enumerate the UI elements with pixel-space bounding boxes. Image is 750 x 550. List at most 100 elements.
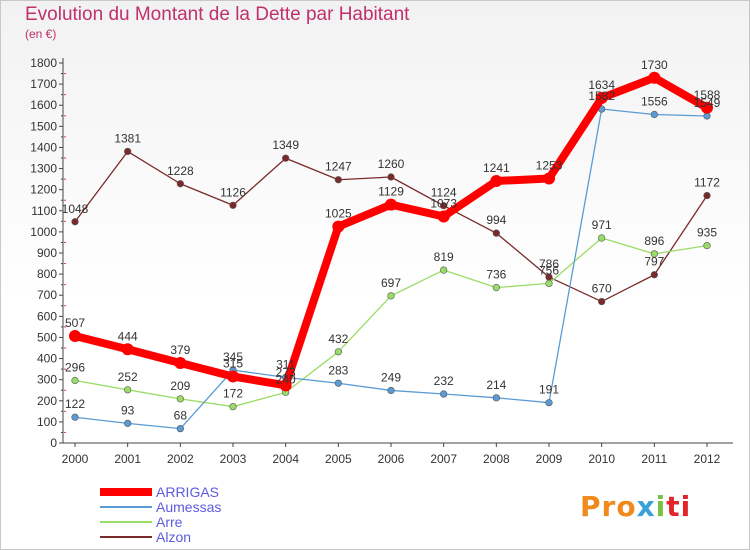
- data-point: [650, 250, 658, 258]
- data-label: 1247: [325, 160, 352, 174]
- data-point: [124, 419, 132, 427]
- data-point: [650, 110, 658, 119]
- data-point: [387, 386, 395, 395]
- data-point: [334, 348, 342, 356]
- y-tick-label: 1100: [31, 204, 57, 218]
- y-tick-label: 700: [37, 288, 57, 302]
- data-point: [595, 92, 608, 105]
- x-tick-label: 2004: [272, 452, 299, 466]
- data-point: [176, 425, 184, 433]
- data-point: [332, 220, 345, 233]
- data-point: [598, 234, 606, 242]
- legend-label: Arre: [156, 514, 183, 530]
- data-label: 172: [223, 387, 243, 401]
- data-point: [71, 413, 79, 421]
- data-label: 1582: [588, 89, 615, 103]
- data-point: [387, 173, 395, 181]
- data-point: [650, 271, 658, 279]
- data-point: [545, 399, 553, 407]
- data-label: 935: [697, 226, 717, 240]
- data-point: [124, 147, 132, 156]
- data-label: 1381: [114, 131, 141, 145]
- data-label: 209: [170, 379, 190, 393]
- x-tick-label: 2001: [114, 452, 141, 466]
- data-label: 1260: [378, 157, 405, 171]
- data-point: [385, 198, 397, 211]
- y-tick-label: 200: [37, 394, 57, 408]
- data-point: [701, 101, 713, 114]
- x-tick-label: 2006: [378, 452, 405, 466]
- series-line: [71, 73, 711, 390]
- data-point: [703, 191, 711, 200]
- data-label: 1129: [378, 185, 404, 199]
- y-tick-label: 1300: [30, 162, 57, 176]
- legend-label: Alzon: [156, 529, 191, 545]
- data-point: [703, 242, 711, 250]
- data-point: [492, 394, 500, 402]
- data-point: [71, 218, 79, 226]
- chart-title: Evolution du Montant de la Dette par Hab…: [25, 4, 410, 25]
- data-label: 191: [539, 383, 559, 397]
- data-label: 896: [644, 234, 664, 248]
- data-label: 432: [328, 332, 348, 346]
- data-label: 697: [381, 276, 401, 290]
- x-tick-label: 2000: [62, 452, 89, 466]
- data-point: [71, 376, 79, 385]
- data-label: 994: [486, 213, 506, 227]
- logo-part: Pro: [580, 490, 637, 523]
- x-tick-label: 2005: [325, 452, 352, 466]
- data-point: [440, 390, 448, 398]
- y-tick-label: 1800: [30, 56, 57, 70]
- data-label: 971: [592, 218, 612, 232]
- data-label: 249: [381, 370, 401, 384]
- data-point: [334, 176, 342, 184]
- y-tick-label: 800: [37, 267, 57, 281]
- data-label: 670: [592, 282, 612, 296]
- data-label: 273: [276, 365, 296, 379]
- data-point: [282, 154, 290, 162]
- data-point: [229, 403, 237, 411]
- data-label: 1048: [62, 202, 89, 216]
- data-label: 819: [434, 250, 454, 264]
- y-tick-label: 0: [50, 436, 57, 450]
- data-point: [492, 284, 500, 292]
- y-tick-label: 1600: [30, 98, 57, 112]
- data-label: 736: [486, 268, 506, 282]
- data-point: [174, 356, 187, 369]
- x-tick-label: 2007: [430, 452, 457, 466]
- data-point: [69, 329, 81, 342]
- data-label: 444: [118, 329, 138, 343]
- x-tick-label: 2003: [220, 452, 247, 466]
- y-tick-label: 900: [37, 246, 57, 260]
- y-tick-label: 500: [37, 330, 57, 344]
- data-point: [598, 297, 606, 306]
- y-tick-label: 1700: [30, 77, 57, 91]
- data-label: 283: [328, 363, 348, 377]
- data-point: [121, 343, 134, 356]
- data-label: 345: [223, 350, 243, 364]
- legend-label: Aumessas: [156, 499, 221, 515]
- y-tick-label: 300: [37, 373, 57, 387]
- data-label: 1241: [483, 161, 510, 175]
- data-point: [545, 279, 553, 288]
- data-label: 1588: [694, 88, 721, 102]
- data-point: [648, 71, 661, 84]
- data-label: 93: [121, 403, 135, 417]
- y-tick-label: 1400: [30, 140, 57, 154]
- x-tick-label: 2012: [694, 452, 721, 466]
- data-point: [176, 395, 184, 403]
- chart-subtitle: (en €): [25, 27, 57, 41]
- data-label: 1073: [430, 196, 457, 210]
- x-tick-label: 2009: [536, 452, 563, 466]
- data-point: [227, 370, 239, 383]
- data-label: 311: [276, 357, 295, 371]
- data-point: [229, 201, 237, 209]
- data-point: [176, 180, 184, 188]
- y-tick-label: 100: [37, 415, 57, 429]
- data-label: 232: [434, 374, 454, 388]
- data-label: 756: [539, 263, 559, 277]
- logo-part: ti: [666, 490, 692, 523]
- data-label: 1730: [641, 58, 668, 72]
- y-tick-label: 1500: [30, 119, 57, 133]
